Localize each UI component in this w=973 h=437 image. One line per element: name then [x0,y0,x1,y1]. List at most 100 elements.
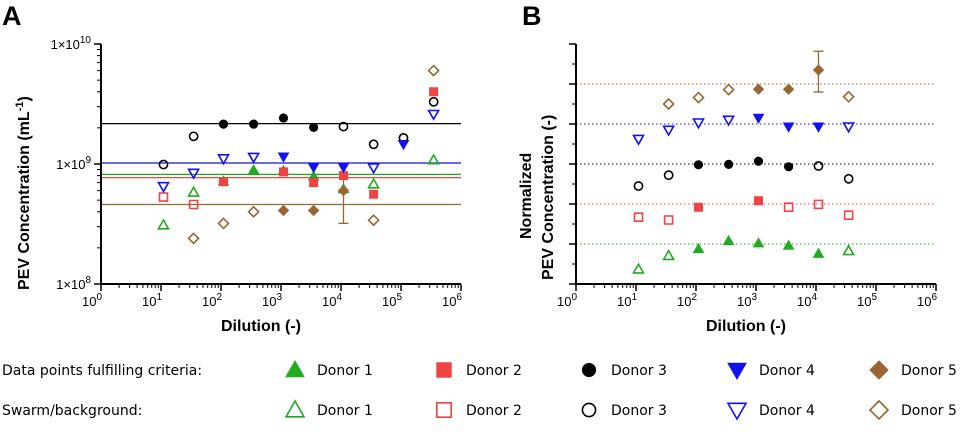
data-point-donor-4-criteria [277,152,290,163]
panel-a-axes [100,44,461,285]
data-point-donor-5-swarm [662,97,675,111]
x-tick-label-base: 10 [737,294,751,309]
x-tick-label-exponent: 2 [691,292,697,303]
data-point-donor-4-swarm [187,168,200,180]
x-tick-label: 100 [82,292,102,309]
legend-marker-donor-1-criteria [285,359,305,378]
legend-label-donor-3: Donor 3 [611,403,667,419]
x-tick-label-exponent: 1 [156,292,162,303]
data-point-donor-1-swarm [187,185,200,197]
data-point-donor-1-swarm [662,248,675,261]
x-tick-label-exponent: 6 [456,292,462,303]
data-point-donor-4-swarm [692,118,705,130]
y-tick-label-exponent: 8 [85,275,91,286]
legend-row-swarm-label: Swarm/background: [2,403,142,419]
legend-marker-donor-2-swarm [435,401,453,419]
x-tick-label-base: 10 [142,294,156,309]
data-point-donor-3-criteria [278,113,289,123]
x-tick-label-exponent: 1 [631,292,637,303]
x-tick-label-base: 10 [202,294,216,309]
data-point-donor-3-criteria [309,122,319,132]
x-tick-label: 102 [677,292,697,309]
data-point-donor-5-swarm [367,214,380,227]
data-point-donor-5-swarm [217,217,230,230]
data-point-donor-4-criteria [812,122,825,133]
x-tick-label: 102 [202,292,222,309]
data-point-donor-3-swarm [843,173,854,184]
panel-a-error-bars [338,173,349,225]
data-point-donor-2-criteria [754,196,763,206]
data-point-donor-1-swarm [367,177,380,189]
panel-a-y-axis-title-sup: -1 [14,102,26,112]
data-point-donor-2-swarm [188,199,199,210]
data-point-donor-5-swarm [692,91,705,104]
data-point-donor-1-swarm [157,218,170,230]
y-tick-label-base: 1×10 [56,277,85,292]
data-point-donor-2-swarm [158,192,169,202]
data-point-donor-1-criteria [247,164,260,175]
x-tick-label-exponent: 0 [96,292,102,303]
x-tick-label-base: 10 [677,294,691,309]
x-tick-label: 101 [142,292,162,309]
data-point-donor-1-criteria [812,247,825,258]
x-tick-label: 104 [797,292,817,309]
x-tick-label: 106 [442,292,462,309]
panel-b-x-ticks: 100 101 102 103 104 105 106 [557,284,937,309]
data-point-donor-1-swarm [842,244,855,256]
data-point-donor-2-criteria [219,177,228,187]
legend-label-donor-5: Donor 5 [901,363,957,379]
legend-marker-donor-4-swarm [726,402,748,421]
panel-a-y-axis-title-end: ) [16,96,33,101]
x-tick-label: 103 [262,292,282,309]
data-point-donor-2-criteria [429,87,439,97]
legend-marker-donor-4-criteria [727,362,747,381]
data-point-donor-5-swarm [247,205,260,218]
x-tick-label-exponent: 5 [871,292,877,303]
panel-a-letter: A [2,1,22,31]
y-tick-label-exponent: 9 [85,155,91,166]
x-tick-label-exponent: 4 [336,292,342,303]
data-point-donor-4-criteria [397,140,410,151]
data-point-donor-3-swarm [338,121,349,132]
data-point-donor-5-criteria [752,83,765,95]
legend-marker-donor-2-criteria [436,362,452,378]
legend-marker-donor-5-swarm [868,399,890,421]
x-tick-label: 105 [382,292,402,309]
data-point-donor-5-criteria [782,83,795,95]
x-tick-label: 104 [322,292,342,309]
data-point-donor-4-swarm [662,125,675,137]
data-point-donor-2-criteria [309,178,319,188]
x-tick-label-base: 10 [617,294,631,309]
panel-b-y-ticks [569,43,576,285]
x-tick-label-exponent: 6 [931,292,937,303]
x-tick-label-base: 10 [917,294,931,309]
y-tick-label-exponent: 10 [80,35,92,46]
panel-a-y-axis-title: PEV Concentration (mL-1) [14,96,33,290]
x-tick-label-base: 10 [557,294,571,309]
panel-b-points [632,64,855,274]
y-tick-label: 1×109 [56,155,91,172]
data-point-donor-4-swarm [842,122,855,134]
x-tick-label-exponent: 3 [276,292,282,303]
data-point-donor-3-criteria [693,160,704,170]
data-point-donor-5-criteria [812,64,825,76]
data-point-donor-4-swarm [367,163,380,175]
data-point-donor-1-criteria [722,234,735,246]
x-tick-label: 100 [557,292,577,309]
legend-marker-donor-3-criteria [581,362,597,378]
x-tick-label-base: 10 [322,294,336,309]
data-point-donor-3-swarm [813,161,824,171]
legend-label-donor-2: Donor 2 [466,403,522,419]
legend-label-donor-3: Donor 3 [611,363,667,379]
data-point-donor-3-swarm [368,139,379,150]
data-point-donor-4-criteria [337,163,350,174]
x-tick-label: 105 [857,292,877,309]
data-point-donor-4-swarm [217,154,230,166]
data-point-donor-1-swarm [427,153,440,165]
x-tick-label-exponent: 5 [396,292,402,303]
data-point-donor-1-criteria [692,242,705,254]
x-tick-label-base: 10 [82,294,96,309]
legend-label-donor-1: Donor 1 [317,403,373,419]
data-point-donor-1-criteria [752,237,765,248]
